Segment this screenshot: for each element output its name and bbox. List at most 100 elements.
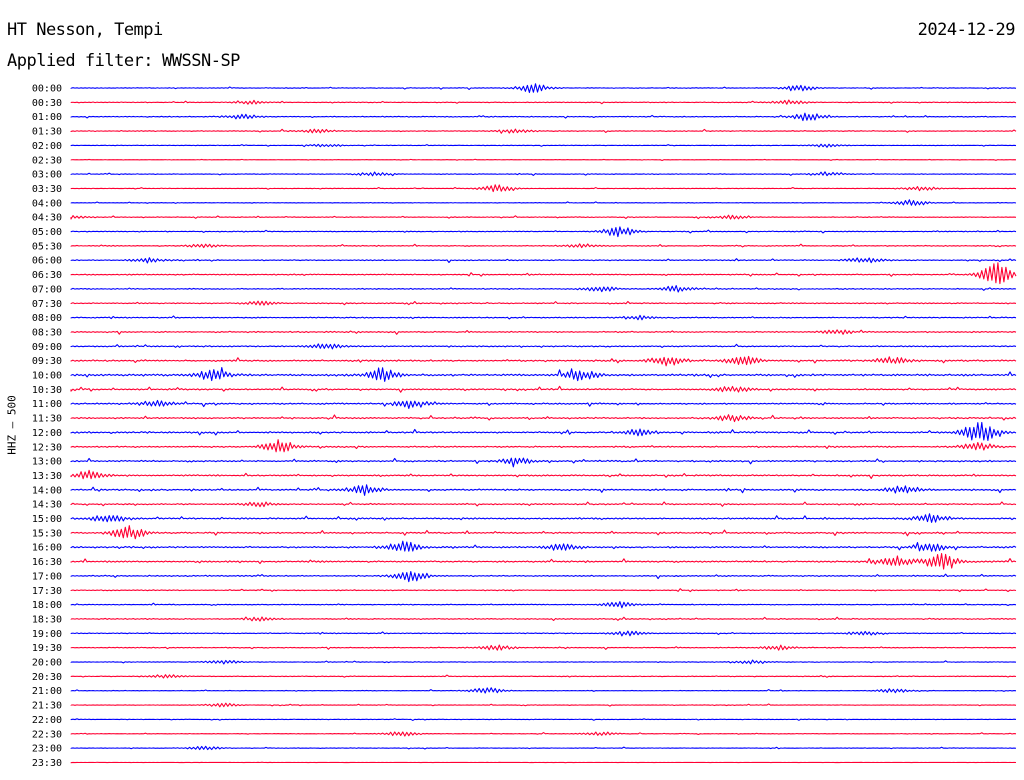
trace-2300 [70, 745, 1017, 751]
time-tick-label: 10:30 [32, 385, 62, 396]
time-tick-label: 13:30 [32, 471, 62, 482]
time-tick-label: 23:00 [32, 744, 62, 755]
trace-2030 [70, 674, 1017, 679]
time-tick-label: 18:30 [32, 614, 62, 625]
time-tick-label: 06:00 [32, 256, 62, 267]
trace-1200 [70, 421, 1017, 442]
time-tick-label: 09:00 [32, 342, 62, 353]
trace-0500 [70, 226, 1017, 238]
trace-1900 [70, 630, 1017, 637]
time-tick-label: 21:30 [32, 701, 62, 712]
time-tick-label: 02:30 [32, 155, 62, 166]
trace-1700 [70, 571, 1017, 583]
trace-0730 [70, 300, 1017, 306]
trace-1230 [70, 439, 1017, 453]
time-tick-label: 22:00 [32, 715, 62, 726]
trace-0600 [70, 257, 1017, 264]
time-tick-label: 13:00 [32, 457, 62, 468]
time-tick-label: 09:30 [32, 356, 62, 367]
time-tick-label: 06:30 [32, 270, 62, 281]
time-tick-label: 20:30 [32, 672, 62, 683]
filter-value: WWSSN-SP [162, 51, 240, 71]
time-tick-label: 16:00 [32, 543, 62, 554]
trace-0930 [70, 355, 1017, 367]
time-tick-label: 10:00 [32, 371, 62, 382]
trace-0400 [70, 199, 1017, 206]
trace-1730 [70, 588, 1017, 593]
time-tick-label: 15:00 [32, 514, 62, 525]
time-tick-label: 18:00 [32, 600, 62, 611]
trace-0230 [70, 158, 1017, 162]
trace-0430 [70, 214, 1017, 220]
time-tick-label: 05:30 [32, 241, 62, 252]
trace-1930 [70, 644, 1017, 651]
filter-line: Applied filter: WWSSN-SP [7, 51, 240, 71]
trace-0530 [70, 243, 1017, 249]
trace-1600 [70, 540, 1017, 552]
trace-0630 [70, 262, 1017, 285]
trace-0100 [70, 112, 1017, 122]
time-tick-label: 04:30 [32, 213, 62, 224]
trace-1030 [70, 385, 1017, 393]
time-tick-label: 08:00 [32, 313, 62, 324]
trace-0800 [70, 314, 1017, 321]
time-tick-label: 19:00 [32, 629, 62, 640]
time-tick-label: 17:00 [32, 571, 62, 582]
time-tick-label: 01:30 [32, 127, 62, 138]
trace-2100 [70, 687, 1017, 694]
time-tick-label: 17:30 [32, 586, 62, 597]
time-tick-label: 03:00 [32, 170, 62, 181]
time-tick-label: 21:00 [32, 686, 62, 697]
trace-1830 [70, 616, 1017, 622]
time-tick-label: 04:00 [32, 198, 62, 209]
trace-1530 [70, 525, 1017, 540]
trace-0000 [70, 83, 1017, 94]
trace-1330 [70, 469, 1017, 480]
trace-2200 [70, 718, 1017, 722]
trace-1000 [70, 367, 1017, 382]
time-tick-label: 07:00 [32, 284, 62, 295]
trace-1800 [70, 601, 1017, 609]
time-tick-label: 20:00 [32, 658, 62, 669]
trace-0700 [70, 285, 1017, 293]
time-tick-label: 14:30 [32, 500, 62, 511]
trace-2130 [70, 702, 1017, 708]
trace-0830 [70, 329, 1017, 335]
trace-2330 [70, 761, 1017, 764]
time-tick-label: 14:00 [32, 485, 62, 496]
time-tick-label: 00:00 [32, 84, 62, 95]
record-date: 2024-12-29 [917, 20, 1016, 40]
trace-0130 [70, 128, 1017, 134]
trace-0030 [70, 99, 1017, 105]
time-tick-label: 16:30 [32, 557, 62, 568]
trace-1430 [70, 501, 1017, 508]
time-tick-label: 12:30 [32, 442, 62, 453]
trace-0330 [70, 184, 1017, 193]
time-tick-label: 12:00 [32, 428, 62, 439]
trace-0300 [70, 171, 1017, 177]
filter-label: Applied filter: [7, 51, 154, 71]
trace-1100 [70, 399, 1017, 410]
trace-1400 [70, 484, 1017, 496]
trace-2230 [70, 731, 1017, 737]
trace-0900 [70, 343, 1017, 350]
time-tick-label: 05:00 [32, 227, 62, 238]
time-tick-label: 03:30 [32, 184, 62, 195]
station-title: HT Nesson, Tempi [7, 20, 163, 40]
time-tick-label: 11:30 [32, 414, 62, 425]
time-tick-label: 07:30 [32, 299, 62, 310]
time-tick-label: 01:00 [32, 112, 62, 123]
trace-0200 [70, 143, 1017, 148]
time-tick-label: 02:00 [32, 141, 62, 152]
trace-1130 [70, 414, 1017, 423]
time-tick-label: 19:30 [32, 643, 62, 654]
time-tick-label: 15:30 [32, 528, 62, 539]
time-tick-label: 23:30 [32, 758, 62, 769]
time-tick-label: 11:00 [32, 399, 62, 410]
trace-1500 [70, 513, 1017, 523]
time-tick-label: 00:30 [32, 98, 62, 109]
time-tick-label: 22:30 [32, 729, 62, 740]
trace-1300 [70, 457, 1017, 468]
trace-2000 [70, 659, 1017, 665]
